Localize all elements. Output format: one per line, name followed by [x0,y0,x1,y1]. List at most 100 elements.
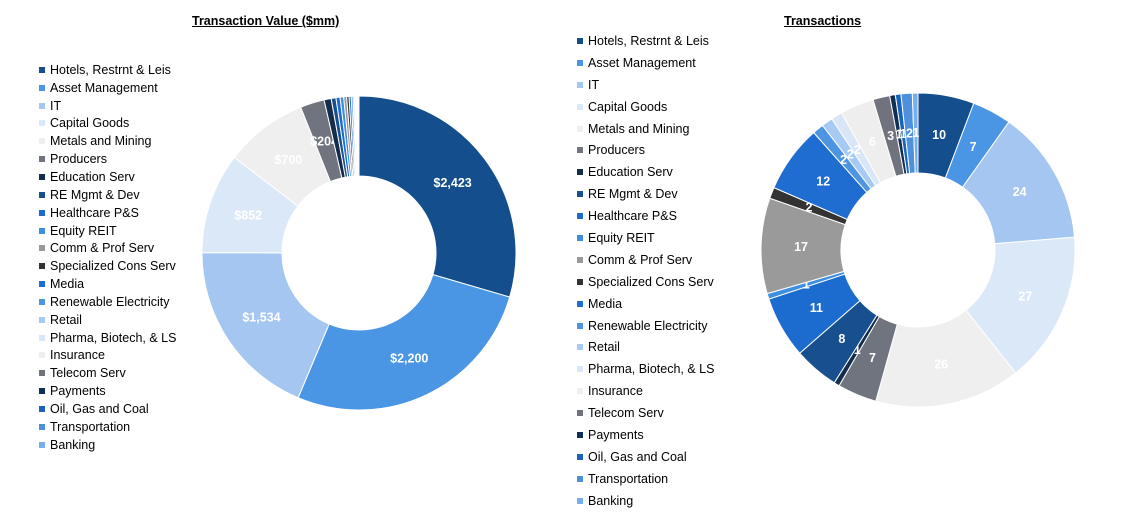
legend-swatch [577,366,583,373]
legend-swatch [39,245,45,252]
legend-swatch [577,410,583,417]
data-label-oil-gas-and-coal: 1 [900,127,907,141]
legend-item-insurance: Insurance [577,380,714,402]
legend-label: Transportation [50,419,131,434]
legend-item-re-mgmt-dev: RE Mgmt & Dev [39,186,176,204]
data-label-hotels-restrnt-leis: 10 [932,128,946,142]
legend-swatch [577,147,583,154]
legend-label: Specialized Cons Serv [50,259,176,274]
legend-item-transportation: Transportation [577,468,714,490]
legend-swatch [577,256,583,263]
legend-label: Capital Goods [50,116,130,131]
legend-swatch [577,344,583,351]
legend-swatch [39,120,45,127]
legend-item-equity-reit: Equity REIT [39,222,176,240]
legend-item-producers: Producers [577,139,714,161]
legend-swatch [577,431,583,438]
legend-label: Pharma, Biotech, & LS [50,330,177,345]
legend-item-asset-management: Asset Management [39,79,176,97]
legend-label: Media [588,296,623,311]
legend-swatch [39,352,45,359]
data-label-specialized-cons-serv: 2 [806,200,813,214]
legend-swatch [39,298,45,305]
legend-item-media: Media [39,275,176,293]
data-label-asset-management: 7 [970,140,977,154]
legend-item-education-serv: Education Serv [577,161,714,183]
legend-item-pharma-biotech-ls: Pharma, Biotech, & LS [577,358,714,380]
legend-swatch [577,37,583,44]
legend-label: Metals and Mining [50,134,152,149]
legend-label: Oil, Gas and Coal [588,449,687,464]
chart-title-transaction-value: Transaction Value ($mm) [192,14,340,28]
legend-item-payments: Payments [39,382,176,400]
data-label-healthcare-p-s: 11 [810,301,823,315]
legend-label: Oil, Gas and Coal [50,401,149,416]
legend-swatch [577,278,583,285]
legend-item-specialized-cons-serv: Specialized Cons Serv [39,257,176,275]
legend-item-renewable-electricity: Renewable Electricity [39,293,176,311]
legend-item-hotels-restrnt-leis: Hotels, Restrnt & Leis [577,30,714,52]
legend-swatch [577,388,583,395]
donut-slice-metals-and-mining [875,309,1017,408]
data-label-asset-management: $2,200 [390,352,428,366]
legend-swatch [39,388,45,395]
legend-item-telecom-serv: Telecom Serv [39,364,176,382]
legend-item-metals-and-mining: Metals and Mining [577,118,714,140]
legend-label: Healthcare P&S [50,205,139,220]
legend-swatch [577,169,583,176]
donut-slice-asset-management [297,273,511,411]
legend-transactions: Hotels, Restrnt & Leis Asset Management IT… [577,30,714,512]
legend-item-retail: Retail [39,311,176,329]
legend-label: RE Mgmt & Dev [588,187,678,202]
data-label-education-serv: 1 [854,343,861,357]
legend-label: Producers [588,143,645,158]
donut-slice-hotels-restrnt-leis [358,95,517,298]
chart-title-transactions: Transactions [784,14,862,28]
legend-item-it: IT [577,74,714,96]
legend-swatch [577,103,583,110]
legend-label: Banking [588,493,634,508]
legend-swatch [577,234,583,241]
legend-item-metals-and-mining: Metals and Mining [39,132,176,150]
legend-item-healthcare-p-s: Healthcare P&S [577,205,714,227]
legend-label: Education Serv [50,169,135,184]
legend-label: Asset Management [50,80,158,95]
legend-label: Specialized Cons Serv [588,274,714,289]
data-label-retail: 2 [847,148,854,162]
legend-swatch [577,59,583,66]
legend-item-oil-gas-and-coal: Oil, Gas and Coal [577,446,714,468]
legend-item-specialized-cons-serv: Specialized Cons Serv [577,271,714,293]
data-label-insurance: 6 [869,135,876,149]
donut-slice-it [201,252,330,399]
legend-swatch [577,475,583,482]
legend-label: Media [50,277,85,292]
legend-item-telecom-serv: Telecom Serv [577,402,714,424]
legend-item-hotels-restrnt-leis: Hotels, Restrnt & Leis [39,61,176,79]
legend-item-payments: Payments [577,424,714,446]
data-label-transportation: 2 [906,126,913,140]
legend-swatch [39,102,45,109]
legend-swatch [39,66,45,73]
legend-swatch [39,191,45,198]
legend-swatch [39,316,45,323]
legend-swatch [39,405,45,412]
legend-item-capital-goods: Capital Goods [39,115,176,133]
legend-swatch [577,300,583,307]
legend-label: Payments [50,384,106,399]
legend-item-re-mgmt-dev: RE Mgmt & Dev [577,183,714,205]
data-label-pharma-biotech-ls: 2 [854,143,861,157]
legend-label: Comm & Prof Serv [50,241,155,256]
legend-item-renewable-electricity: Renewable Electricity [577,315,714,337]
data-label-producers: 7 [869,351,876,365]
legend-label: Insurance [50,348,105,363]
data-label-telecom-serv: 3 [887,129,894,143]
legend-label: Producers [50,152,107,167]
legend-label: Payments [588,427,644,442]
legend-label: Education Serv [588,165,673,180]
legend-label: IT [588,77,600,92]
legend-label: Pharma, Biotech, & LS [588,362,715,377]
legend-swatch [39,156,45,163]
legend-item-insurance: Insurance [39,347,176,365]
